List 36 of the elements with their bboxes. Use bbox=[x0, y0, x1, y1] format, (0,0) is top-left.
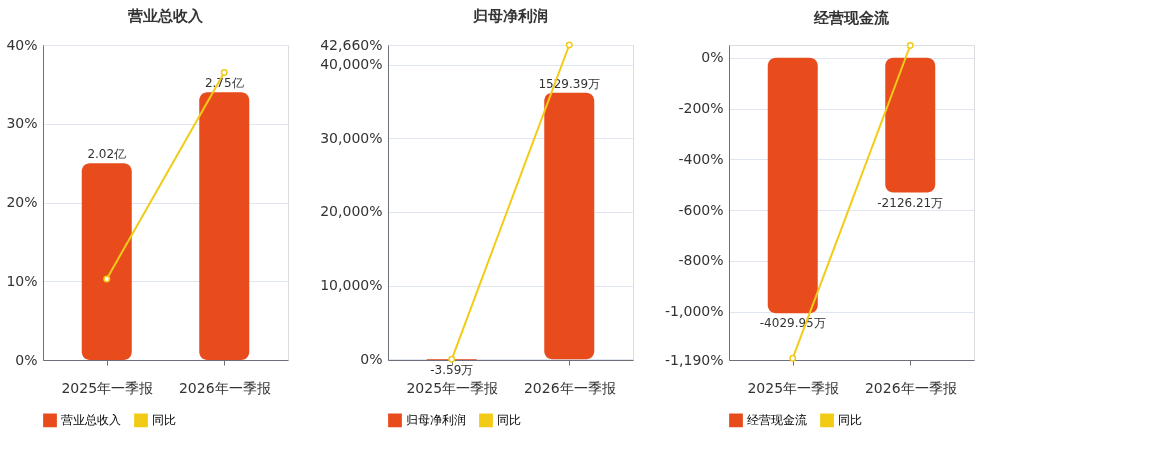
y-tick-label: 0% bbox=[15, 351, 38, 368]
y-tick-label: -800% bbox=[678, 252, 724, 269]
y-tick-label: 10,000% bbox=[320, 277, 383, 294]
x-tick-label: 2026年一季报 bbox=[523, 379, 616, 396]
y-tick-label: 20% bbox=[6, 194, 38, 210]
y-tick-label: -200% bbox=[678, 100, 724, 117]
data-label: 2.02亿 bbox=[87, 147, 127, 162]
y-tick-label: 0% bbox=[701, 49, 724, 66]
y-tick-label: 40,000% bbox=[320, 56, 383, 73]
chart-title: 归母净利润 bbox=[472, 7, 548, 25]
data-label: -2126.21万 bbox=[877, 195, 944, 210]
chart-title: 经营现金流 bbox=[813, 8, 890, 27]
y-tick-label: 10% bbox=[6, 272, 38, 289]
legend-label: 同比 bbox=[838, 413, 862, 428]
y-tick-label: -1,000% bbox=[665, 303, 724, 320]
y-tick-label: 30% bbox=[6, 115, 38, 132]
legend-label: 同比 bbox=[497, 413, 521, 428]
y-tick-label: -600% bbox=[678, 201, 724, 218]
y-tick-label: 30,000% bbox=[320, 129, 383, 146]
x-tick-label: 2025年一季报 bbox=[406, 379, 499, 396]
y-tick-label: 0% bbox=[360, 350, 383, 367]
legend-label: 经营现金流 bbox=[747, 413, 807, 428]
chart-title: 营业总收入 bbox=[127, 7, 204, 25]
data-label: -3.59万 bbox=[430, 362, 474, 377]
y-tick-label: 40% bbox=[6, 36, 38, 53]
legend-label: 同比 bbox=[152, 413, 176, 428]
y-tick-label: 20,000% bbox=[320, 203, 383, 220]
y-tick-label: -1,190% bbox=[665, 351, 724, 368]
x-tick-label: 2026年一季报 bbox=[864, 379, 957, 396]
legend-label: 营业总收入 bbox=[61, 413, 121, 428]
y-tick-label: 42,660% bbox=[320, 36, 383, 53]
legend-label: 归母净利润 bbox=[406, 413, 466, 428]
y-tick-label: -400% bbox=[678, 150, 724, 167]
x-tick-label: 2025年一季报 bbox=[61, 379, 154, 396]
x-tick-label: 2025年一季报 bbox=[747, 379, 840, 396]
x-tick-label: 2026年一季报 bbox=[178, 379, 271, 396]
